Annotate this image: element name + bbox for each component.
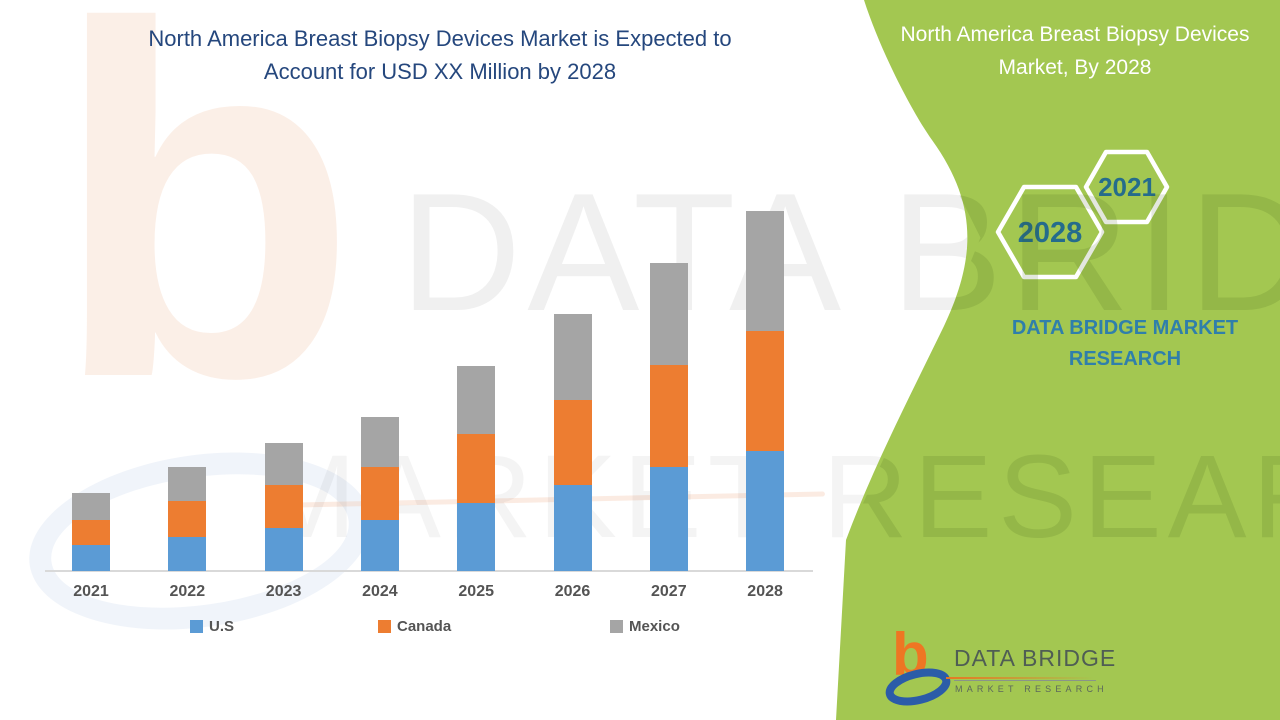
hexagon-2021-icon — [1083, 149, 1170, 225]
bar-segment-Mexico-2025 — [457, 366, 496, 434]
panel-brand-line1: DATA BRIDGE MARKET — [1011, 317, 1239, 339]
panel-title-line1: North America Breast Biopsy Devices — [900, 23, 1250, 46]
bar-segment-US-2028 — [746, 451, 785, 571]
stacked-bar-plot — [45, 190, 813, 572]
x-axis-label-2024: 2024 — [362, 583, 398, 600]
bar-segment-Mexico-2028 — [746, 211, 785, 331]
bar-segment-Canada-2022 — [168, 501, 207, 537]
chart-title: North America Breast Biopsy Devices Mark… — [60, 22, 820, 88]
x-axis-label-2028: 2028 — [747, 583, 783, 600]
x-axis-label-2023: 2023 — [265, 583, 302, 600]
databridge-logo-tail-icon — [946, 677, 1094, 679]
bar-segment-Canada-2028 — [746, 331, 785, 451]
legend-label-Canada: Canada — [397, 618, 452, 635]
legend-item-US: U.S — [190, 618, 234, 635]
chart-title-line2: Account for USD XX Million by 2028 — [263, 59, 617, 84]
legend-item-Canada: Canada — [378, 618, 451, 635]
x-axis-label-2022: 2022 — [169, 583, 206, 600]
legend-swatch-Canada — [378, 620, 391, 633]
x-axis-label-2025: 2025 — [458, 583, 494, 600]
bar-segment-Canada-2027 — [649, 365, 688, 467]
legend-label-US: U.S — [209, 618, 235, 635]
bar-segment-US-2026 — [553, 485, 592, 571]
databridge-logo-swoosh-icon — [885, 668, 951, 706]
legend-label-Mexico: Mexico — [629, 618, 680, 635]
bar-segment-Mexico-2023 — [264, 443, 303, 485]
bar-segment-Canada-2026 — [553, 400, 592, 485]
bar-segment-Canada-2024 — [360, 467, 399, 520]
bar-segment-US-2022 — [168, 537, 207, 571]
bar-segment-US-2027 — [649, 467, 688, 571]
bar-segment-US-2024 — [360, 520, 399, 571]
bar-segment-Canada-2025 — [457, 434, 496, 503]
hexagon-2028-icon — [995, 184, 1105, 280]
watermark-logo-b-icon: b — [52, 0, 358, 481]
x-axis-label-2021: 2021 — [73, 583, 109, 600]
bar-segment-US-2023 — [264, 528, 303, 571]
x-axis-label-2027: 2027 — [651, 583, 687, 600]
bar-segment-Canada-2023 — [264, 485, 303, 528]
legend-item-Mexico: Mexico — [610, 618, 680, 635]
panel-brand-line2: RESEARCH — [1068, 348, 1182, 370]
hexagon-2028-label: 2028 — [1018, 217, 1083, 249]
chart-title-line1: North America Breast Biopsy Devices Mark… — [148, 26, 732, 51]
bar-segment-Mexico-2026 — [553, 314, 592, 400]
bar-segment-US-2025 — [457, 503, 496, 571]
bar-segment-Mexico-2027 — [649, 263, 688, 365]
databridge-logo: b DATA BRIDGE MARKET RESEARCH — [884, 625, 1184, 713]
x-axis-label-2026: 2026 — [554, 583, 591, 600]
legend-swatch-US — [190, 620, 203, 633]
x-axis-line — [45, 570, 813, 572]
bar-segment-Canada-2021 — [72, 520, 110, 545]
green-panel-shape — [836, 0, 1280, 720]
panel-title-line2: Market, By 2028 — [998, 56, 1152, 79]
databridge-logo-name: DATA BRIDGE — [954, 645, 1117, 671]
chart-legend: U.S Canada Mexico — [0, 618, 860, 642]
bar-segment-Mexico-2024 — [360, 417, 399, 467]
bar-segment-Mexico-2021 — [72, 493, 110, 520]
databridge-logo-rule — [954, 680, 1096, 681]
bar-segment-Mexico-2022 — [168, 467, 207, 501]
legend-swatch-Mexico — [610, 620, 623, 633]
hexagon-2021-label: 2021 — [1098, 172, 1156, 202]
panel-brand-text: DATA BRIDGE MARKET RESEARCH — [960, 313, 1280, 375]
panel-title: North America Breast Biopsy Devices Mark… — [880, 18, 1270, 84]
x-axis-labels: 2021 2022 2023 2024 2025 2026 2027 2028 — [0, 583, 860, 607]
bar-segment-US-2021 — [72, 545, 110, 571]
databridge-logo-subtext: MARKET RESEARCH — [955, 684, 1108, 694]
